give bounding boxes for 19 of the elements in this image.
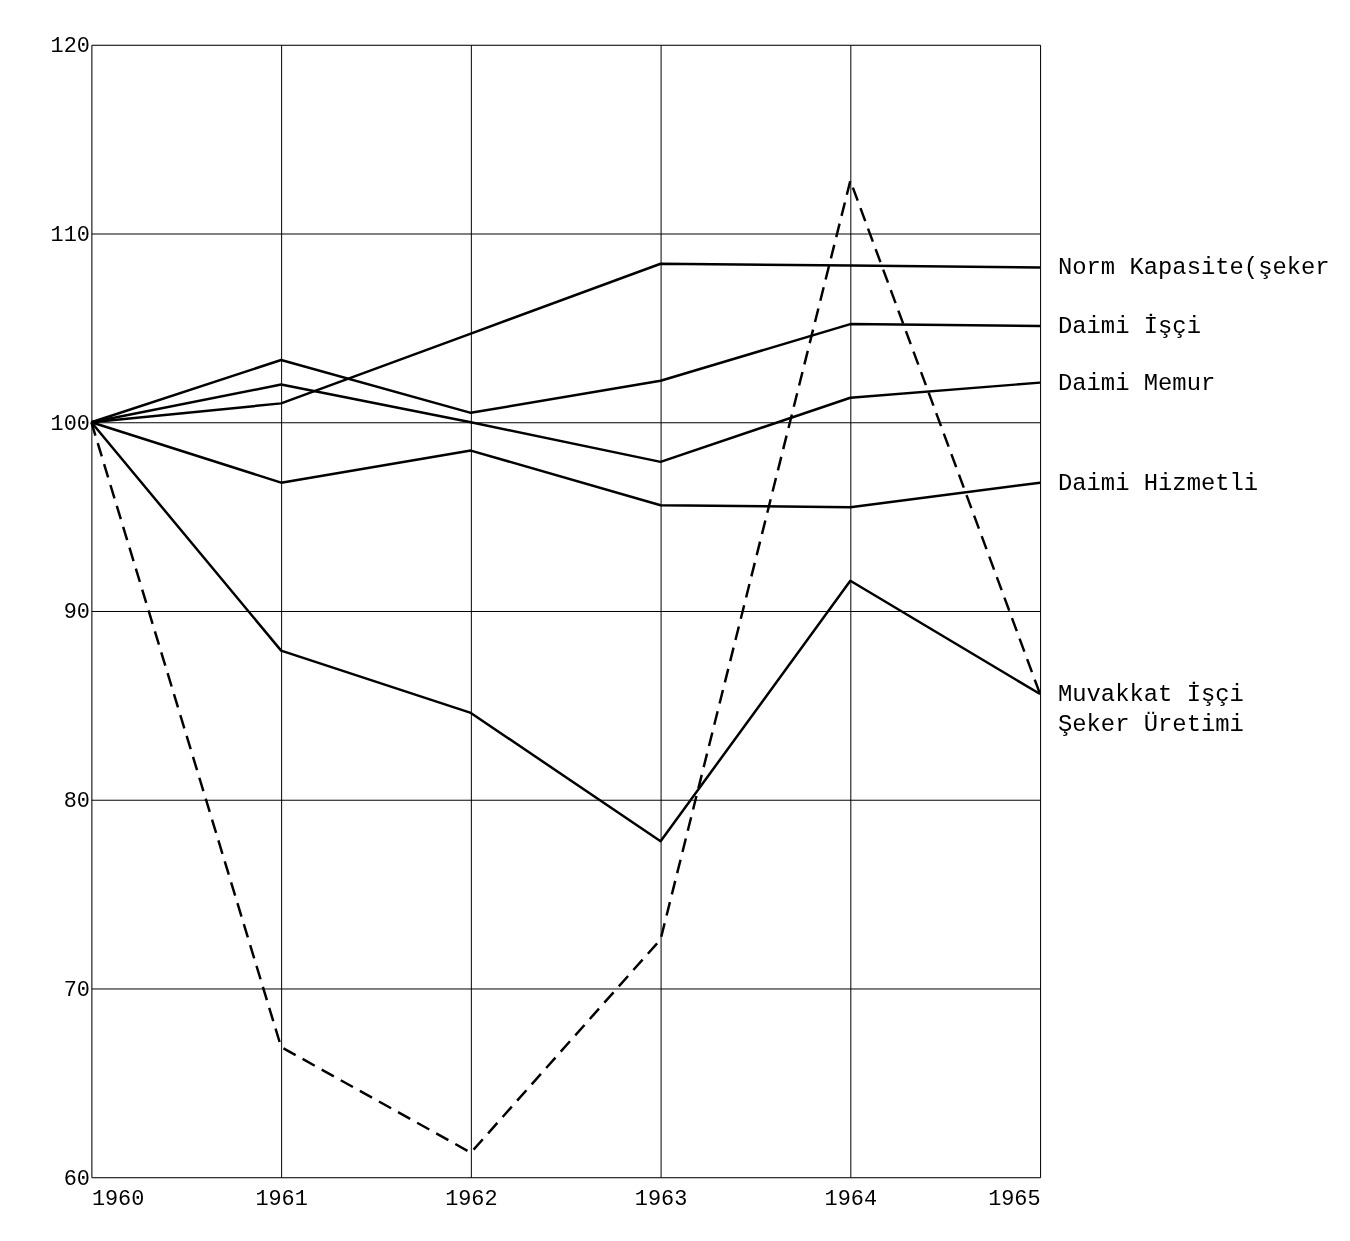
- series-label: Daimi Hizmetli: [1057, 469, 1259, 497]
- x-tick-label: 1961: [255, 1186, 308, 1212]
- x-tick-label: 1962: [445, 1186, 498, 1212]
- x-tick-label: 1960: [91, 1186, 145, 1212]
- y-tick-label: 90: [63, 600, 90, 626]
- y-tick-label: 60: [63, 1166, 90, 1192]
- series-label: Daimi Memur: [1057, 369, 1216, 397]
- x-tick-label: 1964: [824, 1186, 878, 1212]
- series-label: Norm Kapasite(şeker: [1057, 254, 1330, 282]
- y-tick-label: 110: [50, 222, 90, 248]
- y-tick-label: 120: [50, 34, 90, 60]
- series-label: Daimi İşçi: [1057, 312, 1201, 340]
- x-tick-label: 1963: [634, 1186, 688, 1212]
- series-label: Şeker Üretimi: [1057, 710, 1244, 738]
- x-tick-label: 1965: [988, 1186, 1041, 1212]
- y-tick-label: 70: [63, 977, 90, 1003]
- y-tick-label: 100: [50, 411, 90, 437]
- y-tick-label: 80: [63, 789, 90, 815]
- series-label: Muvakkat İşçi: [1057, 681, 1244, 708]
